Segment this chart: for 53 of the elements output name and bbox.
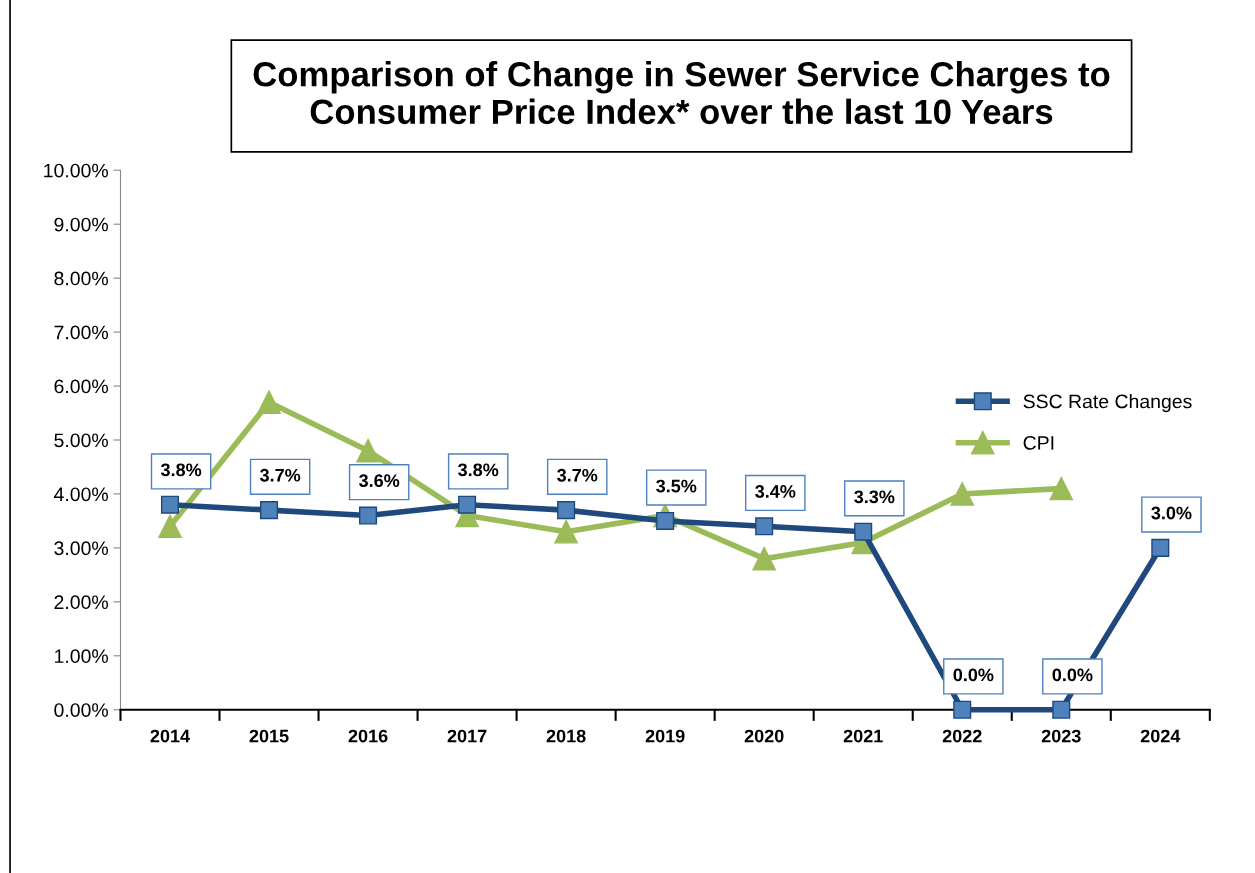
point bbox=[458, 495, 477, 514]
y-tick-label: 2.00% bbox=[54, 595, 108, 610]
data-label: 3.3% bbox=[854, 490, 895, 504]
x-tick-label: 2023 bbox=[1041, 729, 1081, 743]
y-tick-label: 3.00% bbox=[54, 541, 108, 556]
x-tick-label: 2014 bbox=[150, 729, 190, 743]
x-tick-label: 2022 bbox=[942, 729, 982, 743]
data-label: 0.0% bbox=[1052, 668, 1093, 682]
x-tick-label: 2016 bbox=[348, 729, 388, 743]
data-label: 0.0% bbox=[953, 668, 994, 682]
data-label: 3.6% bbox=[359, 474, 400, 488]
data-label: 3.0% bbox=[1151, 506, 1192, 520]
y-tick-label: 0.00% bbox=[54, 703, 108, 717]
legend-label: SSC Rate Changes bbox=[1023, 394, 1192, 413]
point bbox=[158, 514, 182, 539]
data-label: 3.4% bbox=[755, 485, 796, 498]
point bbox=[752, 546, 776, 571]
x-tick-label: 2024 bbox=[1140, 729, 1181, 743]
y-tick-label: 7.00% bbox=[54, 325, 108, 340]
y-tick-label: 10.00% bbox=[44, 163, 108, 178]
point bbox=[257, 390, 281, 415]
data-label: 3.8% bbox=[458, 463, 499, 477]
y-tick-label: 1.00% bbox=[55, 649, 108, 664]
point bbox=[1052, 700, 1071, 719]
y-tick-label: 8.00% bbox=[54, 271, 108, 286]
x-tick-label: 2021 bbox=[843, 729, 883, 743]
point bbox=[359, 506, 378, 525]
data-label: 3.7% bbox=[557, 468, 598, 482]
chart-title: Comparison of Change in Sewer Service Charges to Consumer Price Index* over the last 10 Years bbox=[253, 61, 1110, 125]
x-tick-label: 2019 bbox=[645, 729, 685, 743]
data-label: 3.8% bbox=[160, 463, 202, 477]
point bbox=[1049, 476, 1074, 501]
legend-label: CPI bbox=[1023, 435, 1054, 450]
point bbox=[854, 522, 873, 541]
point bbox=[160, 495, 180, 514]
x-tick-label: 2018 bbox=[546, 729, 586, 743]
point bbox=[557, 501, 576, 520]
point bbox=[953, 700, 972, 719]
x-tick-label: 2020 bbox=[744, 729, 784, 743]
point bbox=[755, 517, 774, 536]
y-tick-label: 5.00% bbox=[54, 433, 108, 448]
x-tick-label: 2015 bbox=[249, 729, 289, 743]
point bbox=[1151, 538, 1170, 557]
point bbox=[356, 438, 380, 463]
point bbox=[950, 482, 975, 506]
y-tick-label: 6.00% bbox=[54, 379, 108, 394]
data-label: 3.5% bbox=[656, 479, 697, 493]
y-tick-label: 4.00% bbox=[53, 487, 108, 502]
data-label: 3.7% bbox=[259, 468, 301, 482]
y-tick-label: 9.00% bbox=[54, 217, 108, 232]
point bbox=[259, 501, 279, 520]
point bbox=[554, 519, 578, 544]
x-tick-label: 2017 bbox=[447, 729, 487, 743]
